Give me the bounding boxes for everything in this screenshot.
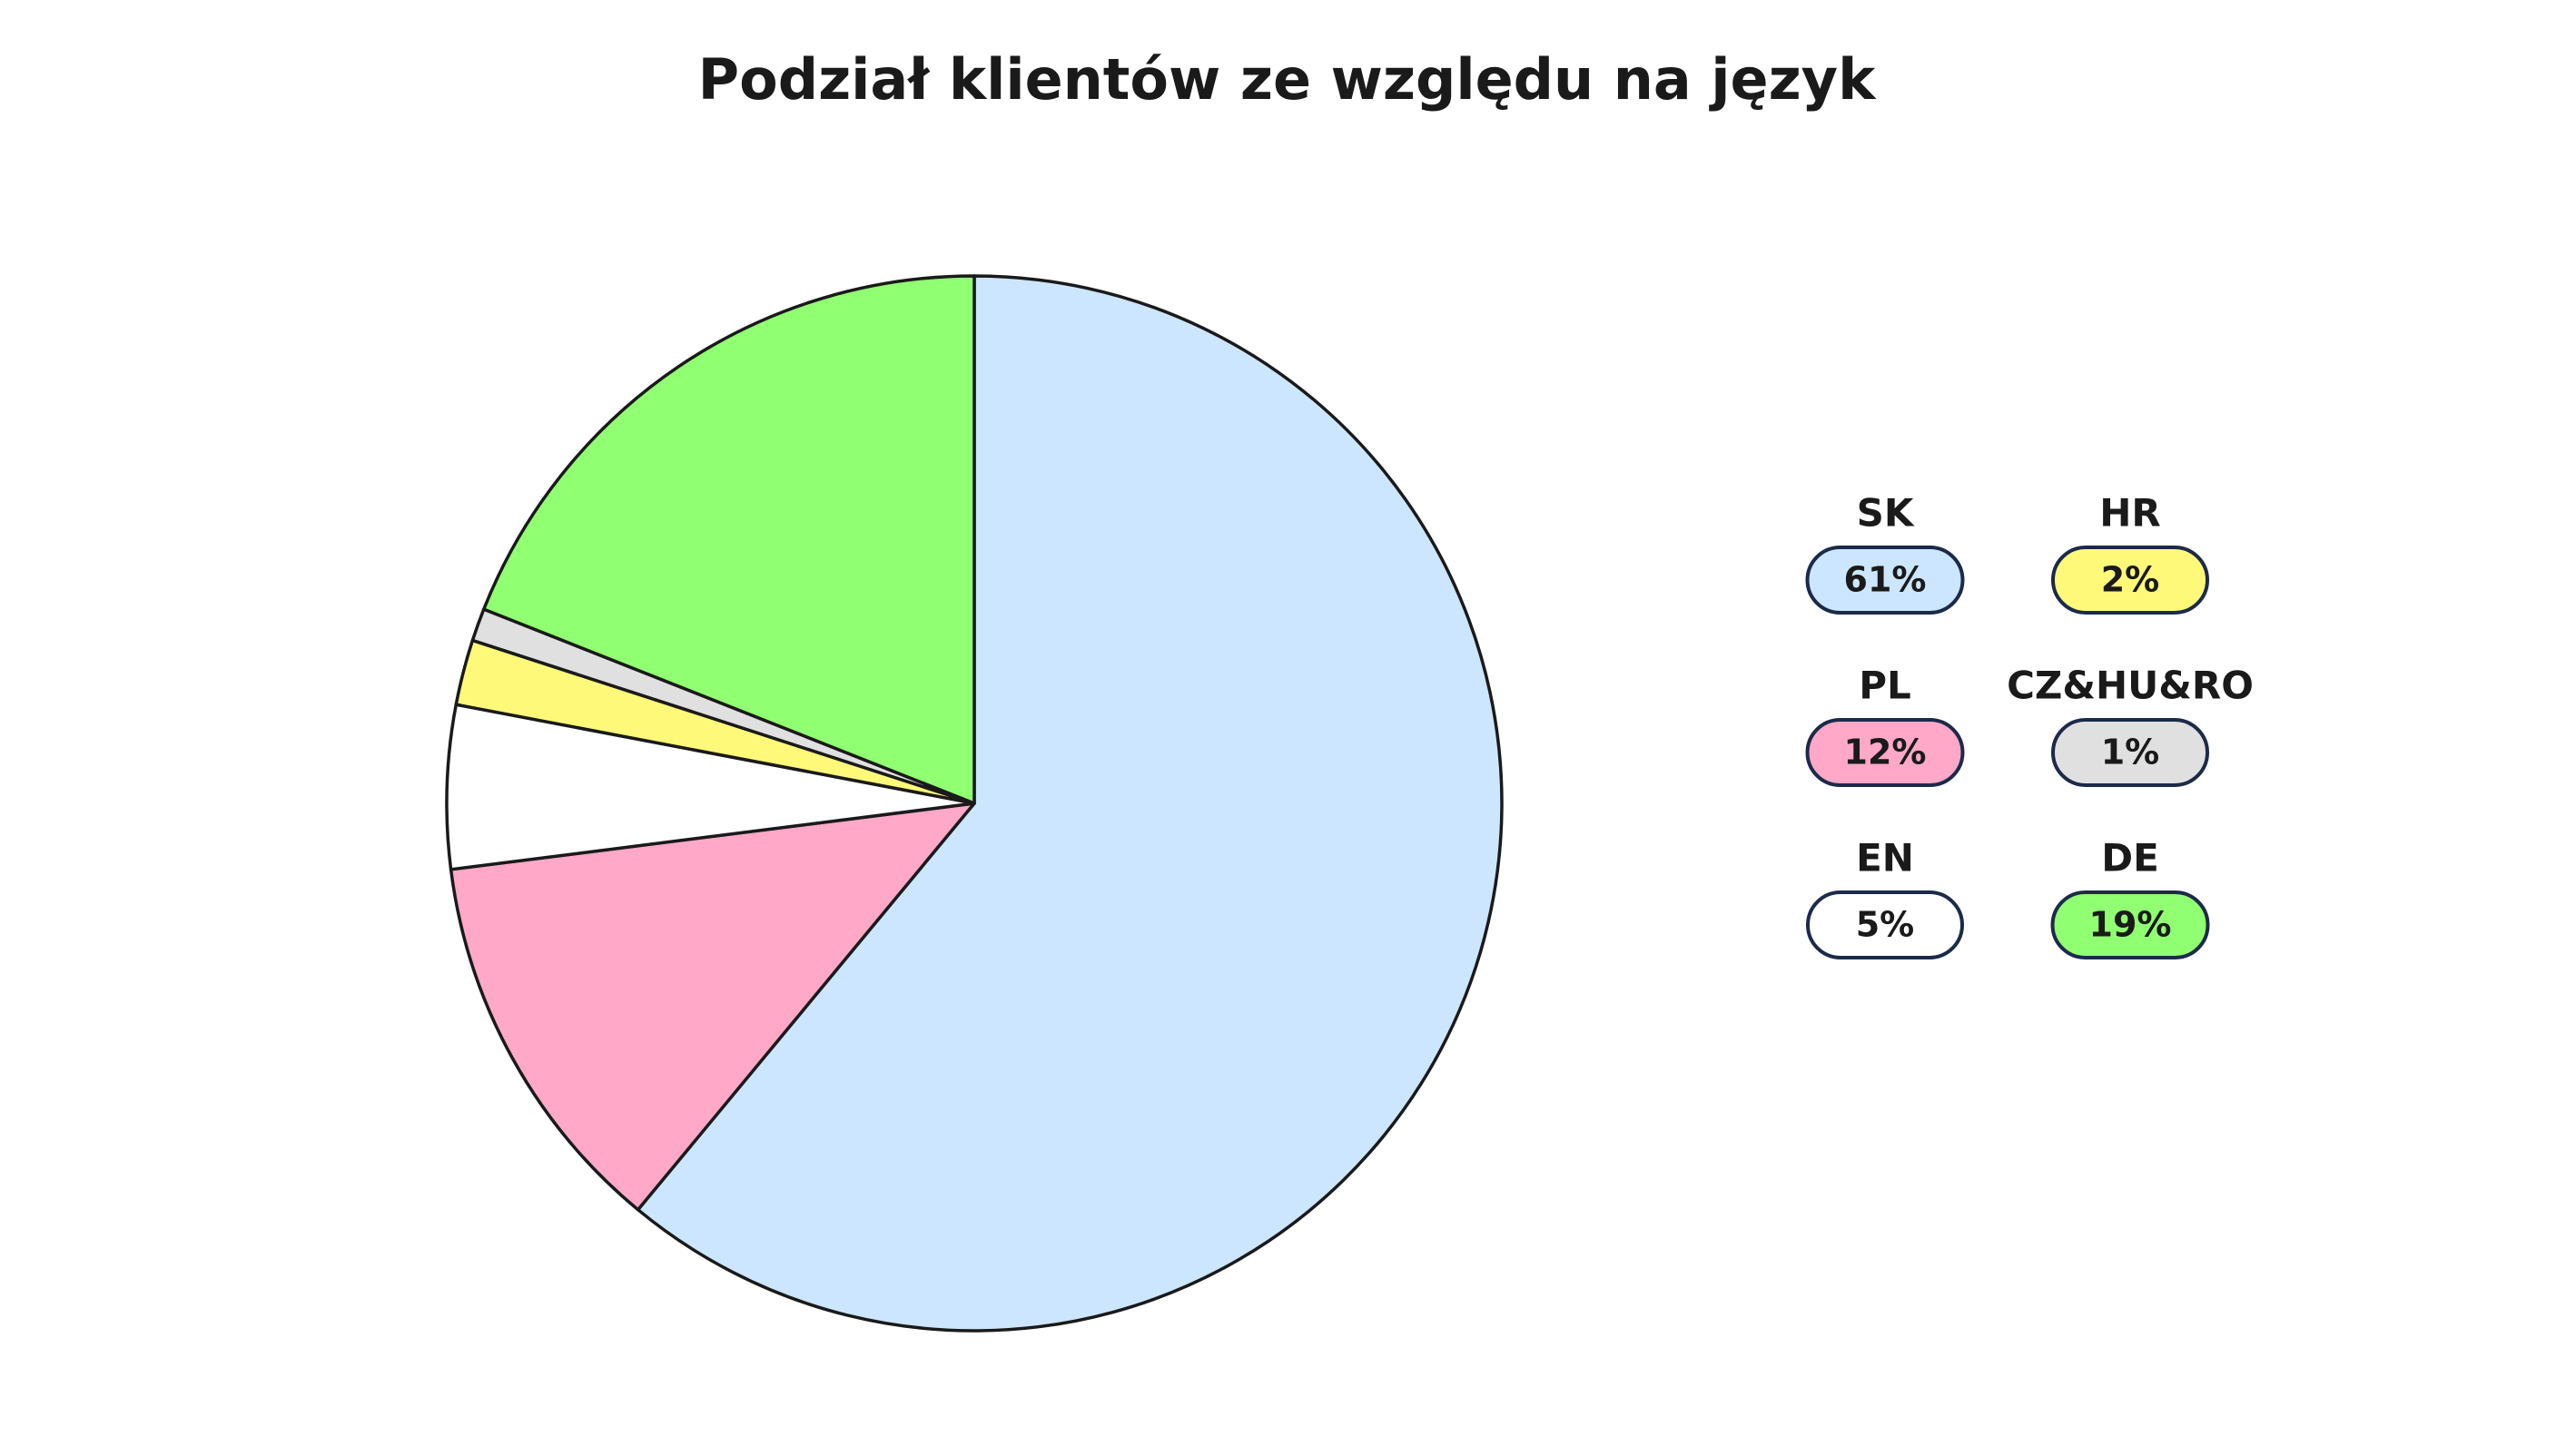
legend-value: 61% — [1844, 560, 1927, 600]
legend-pill — [1805, 718, 1965, 787]
legend-label: CZ&HU&RO — [2007, 664, 2254, 708]
pie-slice — [445, 703, 976, 871]
legend-value: 2% — [2101, 560, 2160, 600]
legend-value: 12% — [1844, 733, 1927, 772]
legend-value: 5% — [1856, 905, 1915, 945]
legend-pill — [1805, 546, 1965, 615]
legend-label: DE — [2101, 836, 2159, 880]
legend-pill — [2051, 546, 2209, 615]
legend-label: HR — [2099, 491, 2161, 536]
legend-label: SK — [1857, 491, 1915, 536]
legend-value: 1% — [2101, 733, 2160, 772]
pie-slice — [449, 802, 976, 1212]
chart-title: Podział klientów ze względu na język — [698, 46, 1877, 113]
pie-slice — [636, 274, 1504, 1333]
pie-slice — [482, 274, 976, 805]
legend-pill — [1806, 890, 1964, 959]
legend-pill — [2051, 718, 2209, 787]
legend-pill — [2050, 890, 2210, 959]
legend-label: PL — [1859, 664, 1911, 708]
legend-value: 19% — [2089, 905, 2172, 945]
legend-label: EN — [1856, 836, 1914, 880]
